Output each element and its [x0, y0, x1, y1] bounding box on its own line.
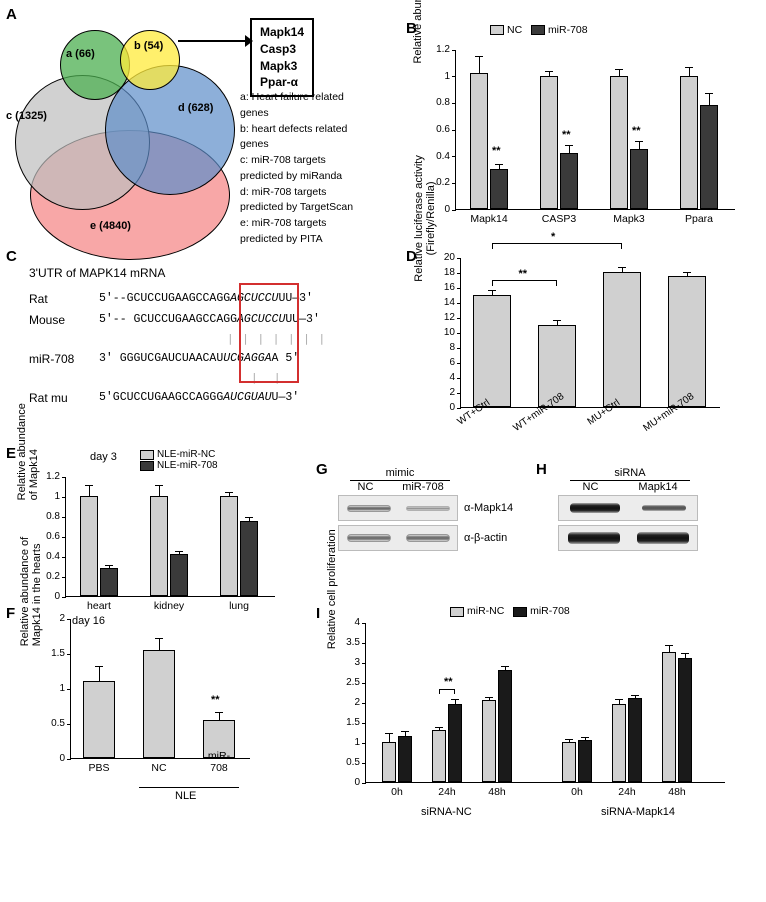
panel-e-title: day 3 — [90, 451, 117, 463]
legend-chip-708 — [531, 25, 545, 35]
chart-f-ylabel: Relative abundance ofMapk14 in the heart… — [19, 537, 43, 646]
venn-label-a: a (66) — [66, 48, 95, 60]
panel-label-e: E — [6, 445, 16, 462]
seq-name: Rat — [29, 289, 99, 309]
band-nc — [570, 503, 620, 513]
lane-label: NC — [338, 481, 393, 493]
row-3: E day 3 NLE-miR-NC NLE-miR-708 Relative … — [10, 449, 756, 597]
chart-i: Relative cell proliferation 00.511.522.5… — [365, 623, 725, 783]
band-actin-nc — [347, 534, 391, 542]
chart-i-ylabel: Relative cell proliferation — [326, 530, 338, 650]
blot-lane — [558, 525, 698, 551]
chart-e-ylabel: Relative abundanceof Mapk14 — [16, 403, 40, 500]
leg: NLE-miR-708 — [157, 460, 218, 471]
venn-label-b: b (54) — [134, 40, 163, 52]
band-actin-708 — [406, 534, 450, 542]
panel-c: C 3'UTR of MAPK14 mRNA Rat5'--GCUCCUGAAG… — [10, 252, 390, 419]
panel-h: H siRNA NC Mapk14 — [540, 449, 740, 551]
row-label: α-Mapk14 — [464, 502, 513, 514]
panel-b: B NC miR-708 Relative abundance of mRNA … — [410, 10, 735, 210]
panel-label-i: I — [316, 605, 320, 622]
panel-a: A a (66) b (54) c (1325) d (628) e (4840… — [10, 10, 390, 240]
band-actin-mapk14 — [637, 532, 689, 544]
leg: miR-NC — [467, 605, 504, 617]
figure-container: A a (66) b (54) c (1325) d (628) e (4840… — [10, 10, 756, 783]
seq-title: 3'UTR of MAPK14 mRNA — [29, 263, 375, 283]
callout-box: Mapk14 Casp3 Mapk3 Ppar-α — [250, 18, 314, 97]
row-1: A a (66) b (54) c (1325) d (628) e (4840… — [10, 10, 756, 240]
panel-i: I miR-NC miR-708 Relative cell prolifera… — [320, 609, 725, 783]
panel-label-f: F — [6, 605, 15, 622]
blot-h-header: siRNA — [570, 467, 690, 481]
venn-label-c: c (1325) — [6, 110, 47, 122]
panel-label-h: H — [536, 461, 547, 478]
callout-item: Mapk14 — [260, 24, 304, 41]
legend-nc: NC — [507, 24, 522, 36]
venn-legend: a: Heart failure related genes b: heart … — [240, 90, 370, 248]
blot-lane — [558, 495, 698, 521]
venn-diagram: a (66) b (54) c (1325) d (628) e (4840) … — [10, 10, 370, 240]
legend-line: e: miR-708 targets predicted by PITA — [240, 216, 370, 248]
blot-g: mimic NC miR-708 α-Mapk14 — [338, 467, 540, 551]
panel-d: D Relative luciferase activity(Firefly/R… — [410, 252, 720, 408]
chart-e: Relative abundanceof Mapk14 00.20.40.60.… — [65, 477, 275, 597]
legend-chip — [513, 607, 527, 617]
lane-label: miR-708 — [393, 481, 453, 493]
seq-text: 5'GCUCCUGAAGCCAGGGAUCGUAUU—3' — [99, 388, 299, 408]
panel-e: E day 3 NLE-miR-NC NLE-miR-708 Relative … — [10, 449, 300, 597]
panel-f: F day 16 Relative abundance ofMapk14 in … — [10, 609, 300, 759]
venn-label-d: d (628) — [178, 102, 213, 114]
chart-b-legend: NC miR-708 — [490, 24, 588, 36]
legend-line: a: Heart failure related genes — [240, 90, 370, 122]
blot-lane — [338, 525, 458, 551]
legend-line: d: miR-708 targets predicted by TargetSc… — [240, 185, 370, 217]
legend-line: b: heart defects related genes — [240, 122, 370, 154]
seq-name: miR-708 — [29, 349, 99, 369]
legend-chip — [140, 461, 154, 471]
callout-item: Ppar-α — [260, 74, 304, 91]
blot-lane — [338, 495, 458, 521]
chart-i-legend: miR-NC miR-708 — [450, 605, 570, 617]
venn-circle-d — [105, 65, 235, 195]
panel-label-c: C — [6, 248, 17, 265]
blot-h: siRNA NC Mapk14 — [558, 467, 740, 551]
legend-708: miR-708 — [548, 24, 588, 36]
row-4: F day 16 Relative abundance ofMapk14 in … — [10, 609, 756, 783]
row-label: α-β-actin — [464, 532, 507, 544]
leg: NLE-miR-NC — [157, 449, 215, 460]
lane-label: NC — [558, 481, 623, 493]
venn-label-e: e (4840) — [90, 220, 131, 232]
legend-chip — [140, 450, 154, 460]
lane-label: Mapk14 — [623, 481, 693, 493]
blot-g-header: mimic — [350, 467, 450, 481]
legend-chip-nc — [490, 25, 504, 35]
chart-d: Relative luciferase activity(Firefly/Ren… — [460, 258, 720, 408]
legend-line: c: miR-708 targets predicted by miRanda — [240, 153, 370, 185]
sequence-box: 3'UTR of MAPK14 mRNA Rat5'--GCUCCUGAAGCC… — [22, 252, 382, 419]
callout-arrow — [178, 40, 248, 42]
band-actin-nc — [568, 532, 620, 544]
seq-name: Mouse — [29, 310, 99, 330]
chart-f: Relative abundance ofMapk14 in the heart… — [70, 619, 250, 759]
callout-item: Mapk3 — [260, 58, 304, 75]
venn-circle-b — [120, 30, 180, 90]
band-mapk14-708 — [406, 506, 450, 511]
leg: miR-708 — [530, 605, 570, 617]
seq-highlight — [239, 283, 299, 383]
callout-item: Casp3 — [260, 41, 304, 58]
panel-g: G mimic NC miR-708 α-Mapk14 — [320, 449, 540, 551]
band-mapk14 — [642, 505, 686, 511]
chart-b-ylabel: Relative abundance of mRNA — [412, 0, 424, 64]
band-mapk14-nc — [347, 505, 391, 512]
legend-chip — [450, 607, 464, 617]
chart-b: Relative abundance of mRNA 00.20.40.60.8… — [455, 50, 735, 210]
chart-e-legend: NLE-miR-NC NLE-miR-708 — [140, 449, 218, 471]
row-2: C 3'UTR of MAPK14 mRNA Rat5'--GCUCCUGAAG… — [10, 252, 756, 419]
panel-label-g: G — [316, 461, 328, 478]
